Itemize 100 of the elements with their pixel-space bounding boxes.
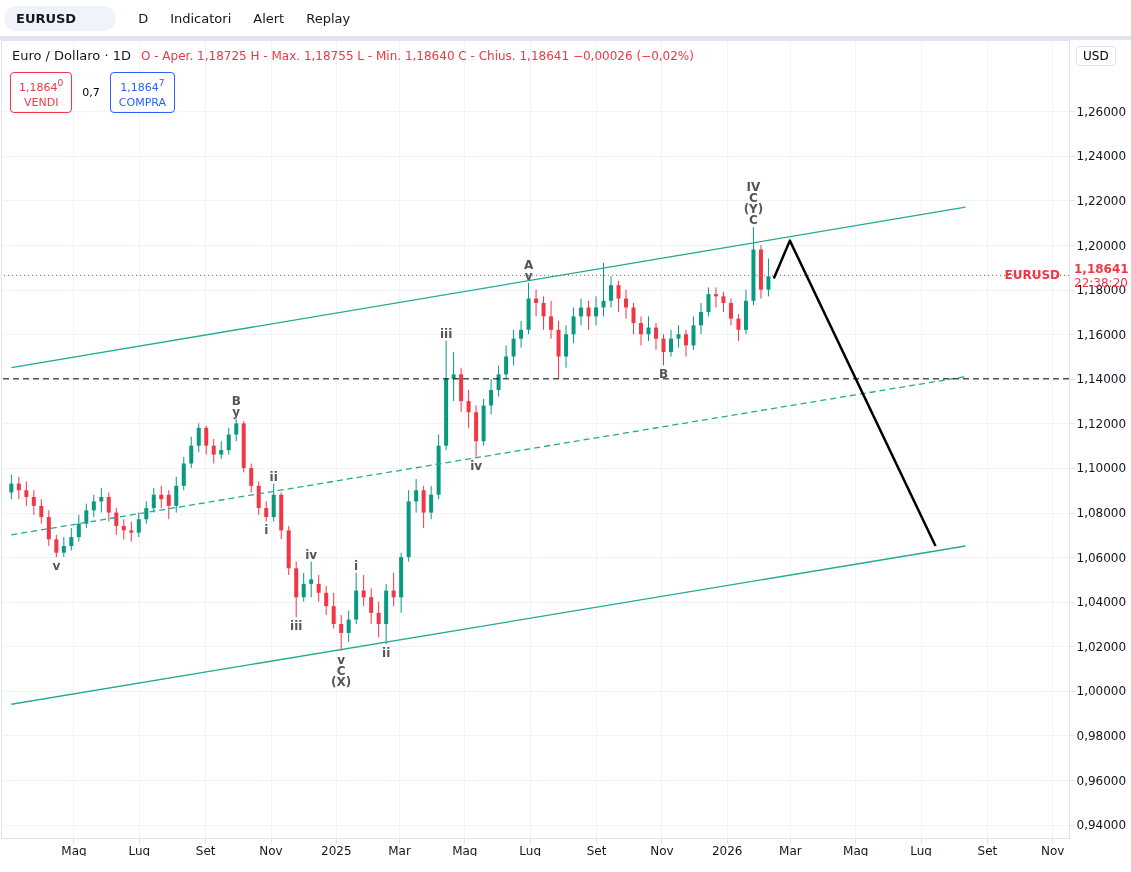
candlestick [309, 561, 314, 598]
candlestick [414, 478, 419, 514]
x-tick-label: Nov [650, 843, 674, 858]
annotation: ii [269, 469, 278, 484]
candlestick [376, 601, 381, 638]
candlestick [519, 320, 524, 349]
candlestick [204, 425, 209, 456]
candlestick [564, 324, 569, 369]
text: Indicatori [170, 10, 232, 26]
x-tick-label: Set [977, 843, 998, 858]
x-tick-label: Nov [259, 843, 283, 858]
candlestick [369, 587, 374, 625]
y-tick-label: 1,02000 [1076, 639, 1127, 654]
candlestick [669, 329, 673, 358]
annotation: VENDI [23, 95, 59, 109]
candlestick [324, 585, 329, 616]
annotation: i [354, 558, 359, 573]
candlestick [728, 298, 733, 326]
annotation: B [658, 367, 669, 382]
candlestick [466, 389, 471, 429]
text: Replay [306, 10, 351, 26]
y-tick-label: 0,96000 [1076, 773, 1127, 788]
candlestick [489, 378, 494, 415]
candlestick [504, 344, 509, 380]
annotation: iii [439, 326, 453, 341]
candlestick [594, 295, 599, 326]
candlestick [196, 422, 201, 453]
y-tick-label: 1,00000 [1076, 684, 1127, 699]
annotation: iii [290, 619, 303, 634]
candlestick [721, 291, 726, 313]
y-tick-label: 1,26000 [1076, 104, 1127, 119]
candlestick [114, 507, 119, 536]
text: Alert [253, 10, 285, 26]
candlestick [234, 418, 239, 442]
text: EURUSD [4, 5, 117, 31]
ref-line-label: EURUSD [1004, 268, 1061, 283]
y-tick-label: 1,16000 [1076, 327, 1127, 342]
candlestick [691, 315, 696, 351]
candlestick [639, 315, 644, 346]
x-tick-label: Nov [1041, 843, 1065, 858]
y-tick-label: 1,12000 [1076, 416, 1127, 431]
annotation: COMPRA [118, 95, 167, 109]
candlestick [654, 322, 659, 351]
annotation: ii [382, 646, 391, 661]
candlestick [61, 536, 66, 558]
candlestick [661, 333, 666, 366]
candlestick [151, 487, 156, 514]
text: Euro / Dollaro · 1D [12, 48, 131, 63]
annotation: 0,7 [82, 85, 100, 99]
candlestick [174, 476, 179, 514]
candlestick [429, 485, 434, 520]
candlestick [211, 438, 216, 465]
y-tick-label: 1,14000 [1076, 372, 1127, 387]
candlestick [631, 302, 636, 335]
candlestick [766, 257, 771, 297]
candlestick [24, 480, 29, 507]
candlestick [166, 489, 171, 520]
y-tick-label: 0,94000 [1076, 818, 1127, 833]
candlestick [301, 572, 306, 603]
candlestick [496, 364, 501, 398]
candlestick [69, 527, 74, 551]
candlestick [698, 302, 703, 335]
text: O - Aper. 1,18725 H - Max. 1,18755 L - Min. 1,18640 C - Chius. 1,18641 −0,00026 (−0,02%) [140, 49, 694, 63]
y-tick-label: 1,08000 [1076, 506, 1127, 521]
candlestick [84, 503, 89, 529]
candlestick [421, 485, 426, 529]
candlestick [331, 592, 336, 629]
candlestick [683, 329, 688, 358]
candlestick [586, 300, 591, 331]
annotation: C [749, 213, 759, 228]
y-tick-label: 1,10000 [1076, 461, 1127, 476]
candlestick [736, 313, 741, 342]
candlestick [91, 494, 96, 518]
candlestick [609, 275, 614, 308]
annotation: 1,1864$^{7}$ [120, 77, 165, 94]
y-tick-label: 1,04000 [1076, 595, 1127, 610]
y-tick-label: 1,22000 [1076, 193, 1127, 208]
candlestick [46, 509, 51, 547]
candlestick [249, 463, 254, 493]
x-tick-label: Mar [388, 843, 411, 858]
annotation: v [52, 559, 61, 574]
y-tick-label: 1,20000 [1076, 238, 1127, 253]
candlestick [571, 306, 576, 344]
x-tick-label: 2025 [321, 843, 352, 858]
candlestick [339, 614, 344, 652]
annotation: i [264, 523, 269, 538]
candlestick [226, 427, 231, 456]
candlestick [189, 436, 194, 469]
candlestick [106, 492, 111, 522]
candlestick [136, 512, 141, 538]
candlestick [76, 514, 81, 543]
candlestick [706, 286, 711, 317]
candlestick [316, 574, 321, 603]
candlestick [451, 351, 456, 402]
candlestick [579, 298, 584, 326]
candlestick [31, 489, 36, 516]
x-tick-label: Set [195, 843, 216, 858]
x-tick-label: Mar [779, 843, 802, 858]
candlestick [541, 295, 546, 331]
candlestick [346, 610, 351, 643]
